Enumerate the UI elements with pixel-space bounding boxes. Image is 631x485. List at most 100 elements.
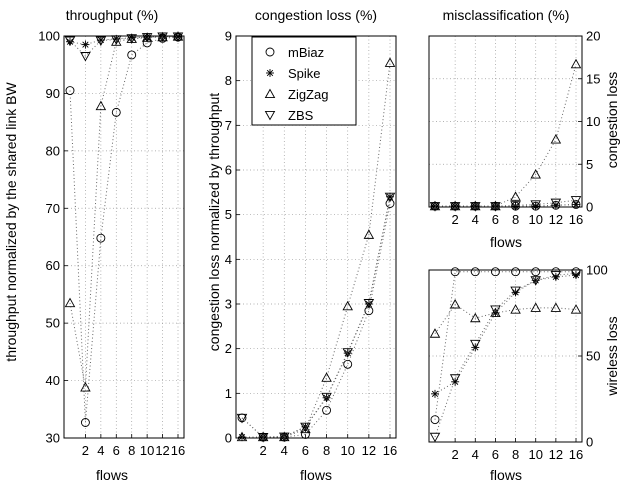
throughput-mbiaz-point xyxy=(80,418,90,427)
wireless-loss-spike-point xyxy=(572,271,580,280)
wireless-loss-ytick-label: 100 xyxy=(586,263,608,278)
wireless-loss-zbs-point xyxy=(510,286,521,297)
wireless-loss-xtick-label: 16 xyxy=(569,447,583,462)
throughput-zbs-point xyxy=(141,33,153,43)
legend-label-mbiaz: mBiaz xyxy=(288,45,324,60)
wireless-loss-mbiaz-point xyxy=(430,415,440,425)
misclassification-ytick-label: 10 xyxy=(586,114,600,129)
throughput-xlabel: flows xyxy=(96,467,128,483)
throughput-mbiaz-point xyxy=(111,107,121,117)
misclassification-xtick-label: 16 xyxy=(569,212,583,227)
congestion-loss-zigzag-point xyxy=(363,229,375,239)
wireless-loss-xtick-label: 12 xyxy=(549,447,563,462)
throughput-zigzag-point xyxy=(95,100,107,111)
throughput-xtick-label: 2 xyxy=(82,443,89,458)
congestion-loss-zigzag-point xyxy=(342,300,353,311)
legend-item-zigzag: ZigZag xyxy=(264,87,328,102)
congestion-loss-zbs-point xyxy=(321,392,332,403)
throughput-ylabel: throughput normalized by the shared link… xyxy=(3,82,19,362)
congestion-loss-zbs-point xyxy=(279,432,290,443)
congestion-loss-title: congestion loss (%) xyxy=(255,7,377,23)
congestion-loss-ytick-label: 6 xyxy=(225,163,232,178)
congestion-loss-ytick-label: 2 xyxy=(225,341,232,356)
throughput-zbs-point xyxy=(172,32,184,43)
misclassification-ytick-label: 15 xyxy=(586,71,600,86)
congestion-loss-mbiaz-point xyxy=(343,359,353,369)
throughput-zigzag-line xyxy=(69,36,179,388)
congestion-loss-zbs-line xyxy=(241,196,391,438)
wireless-loss-spike-point xyxy=(451,377,460,386)
throughput-zigzag-point xyxy=(64,297,76,308)
wireless-loss-zigzag-line xyxy=(434,303,577,334)
misclassification-ytick-label: 20 xyxy=(586,29,600,44)
congestion-loss-panel: congestion loss (%) congestion loss norm… xyxy=(206,7,397,483)
congestion-loss-xtick-label: 10 xyxy=(340,443,354,458)
throughput-xtick-label: 16 xyxy=(171,443,185,458)
throughput-mbiaz-point xyxy=(96,233,106,243)
congestion-loss-plot-frame xyxy=(235,35,397,439)
wireless-loss-zigzag-point xyxy=(530,302,541,312)
congestion-loss-xtick-label: 4 xyxy=(281,443,288,458)
congestion-loss-zbs-point xyxy=(300,422,311,433)
misclassification-congestion-panel: misclassification (%) congestion loss fl… xyxy=(428,7,620,250)
legend-item-mbiaz: mBiaz xyxy=(265,45,324,60)
misclassification-title: misclassification (%) xyxy=(443,7,570,23)
misclassification-zigzag-line xyxy=(435,64,577,207)
wireless-loss-series-zigzag xyxy=(429,298,582,338)
throughput-series-mbiaz xyxy=(65,32,183,427)
wireless-loss-xtick-label: 10 xyxy=(528,447,542,462)
misclassification-ylabel: congestion loss xyxy=(604,72,620,169)
misclassification-ytick-label: 5 xyxy=(586,157,593,172)
congestion-loss-xtick-label: 8 xyxy=(323,443,330,458)
misclassification-xtick-label: 8 xyxy=(512,212,519,227)
wireless-loss-spike-point xyxy=(431,389,439,398)
wireless-loss-mbiaz-point xyxy=(490,267,500,277)
wireless-loss-zigzag-point xyxy=(490,307,501,318)
legend: mBiaz Spike ZigZag ZBS xyxy=(251,36,357,126)
wireless-loss-zbs-point xyxy=(449,374,461,384)
misclassification-zigzag-point xyxy=(550,134,562,144)
throughput-spike-point xyxy=(81,40,90,49)
misclassification-zigzag-point xyxy=(530,169,541,179)
congestion-loss-xtick-label: 2 xyxy=(260,443,267,458)
congestion-loss-ylabel: congestion loss normalized by throughput xyxy=(206,93,222,351)
wireless-loss-mbiaz-point xyxy=(470,267,480,277)
legend-label-zbs: ZBS xyxy=(288,108,314,123)
misclassification-xtick-label: 10 xyxy=(528,212,542,227)
legend-marker-zbs xyxy=(264,110,276,121)
congestion-loss-zigzag-point xyxy=(300,423,311,434)
legend-marker-mbiaz xyxy=(265,47,275,57)
throughput-series-zigzag xyxy=(64,31,184,392)
wireless-loss-ylabel: wireless loss xyxy=(604,316,620,396)
congestion-loss-xlabel: flows xyxy=(300,467,332,483)
throughput-ytick-label: 50 xyxy=(46,316,60,331)
throughput-ytick-label: 100 xyxy=(38,29,60,44)
throughput-xtick-label: 8 xyxy=(128,443,135,458)
wireless-loss-zbs-point xyxy=(429,432,441,443)
throughput-zbs-point xyxy=(157,32,168,43)
throughput-zigzag-point xyxy=(80,382,91,392)
wireless-loss-ytick-label: 50 xyxy=(586,349,600,364)
wireless-loss-plot-frame xyxy=(428,269,583,443)
wireless-loss-spike-line xyxy=(434,274,577,395)
misclassification-ytick-label: 0 xyxy=(586,200,593,215)
legend-marker-spike xyxy=(266,69,274,77)
throughput-xtick-label: 12 xyxy=(155,443,169,458)
congestion-loss-xtick-label: 6 xyxy=(302,443,309,458)
misclassification-spike-point xyxy=(511,202,520,211)
wireless-loss-mbiaz-point xyxy=(450,267,460,277)
wireless-loss-mbiaz-line xyxy=(434,271,576,420)
wireless-loss-zigzag-point xyxy=(470,312,481,323)
misclassification-xtick-label: 6 xyxy=(492,212,499,227)
wireless-loss-spike-point xyxy=(511,288,520,297)
wireless-loss-zigzag-point xyxy=(429,328,441,338)
throughput-xtick-label: 6 xyxy=(113,443,120,458)
congestion-loss-zigzag-point xyxy=(384,57,396,67)
congestion-loss-zbs-point xyxy=(342,348,353,358)
throughput-ytick-label: 60 xyxy=(46,258,60,273)
throughput-zbs-point xyxy=(64,36,76,47)
throughput-ytick-label: 90 xyxy=(46,86,60,101)
legend-label-zigzag: ZigZag xyxy=(288,87,328,102)
throughput-ytick-label: 30 xyxy=(46,431,60,446)
